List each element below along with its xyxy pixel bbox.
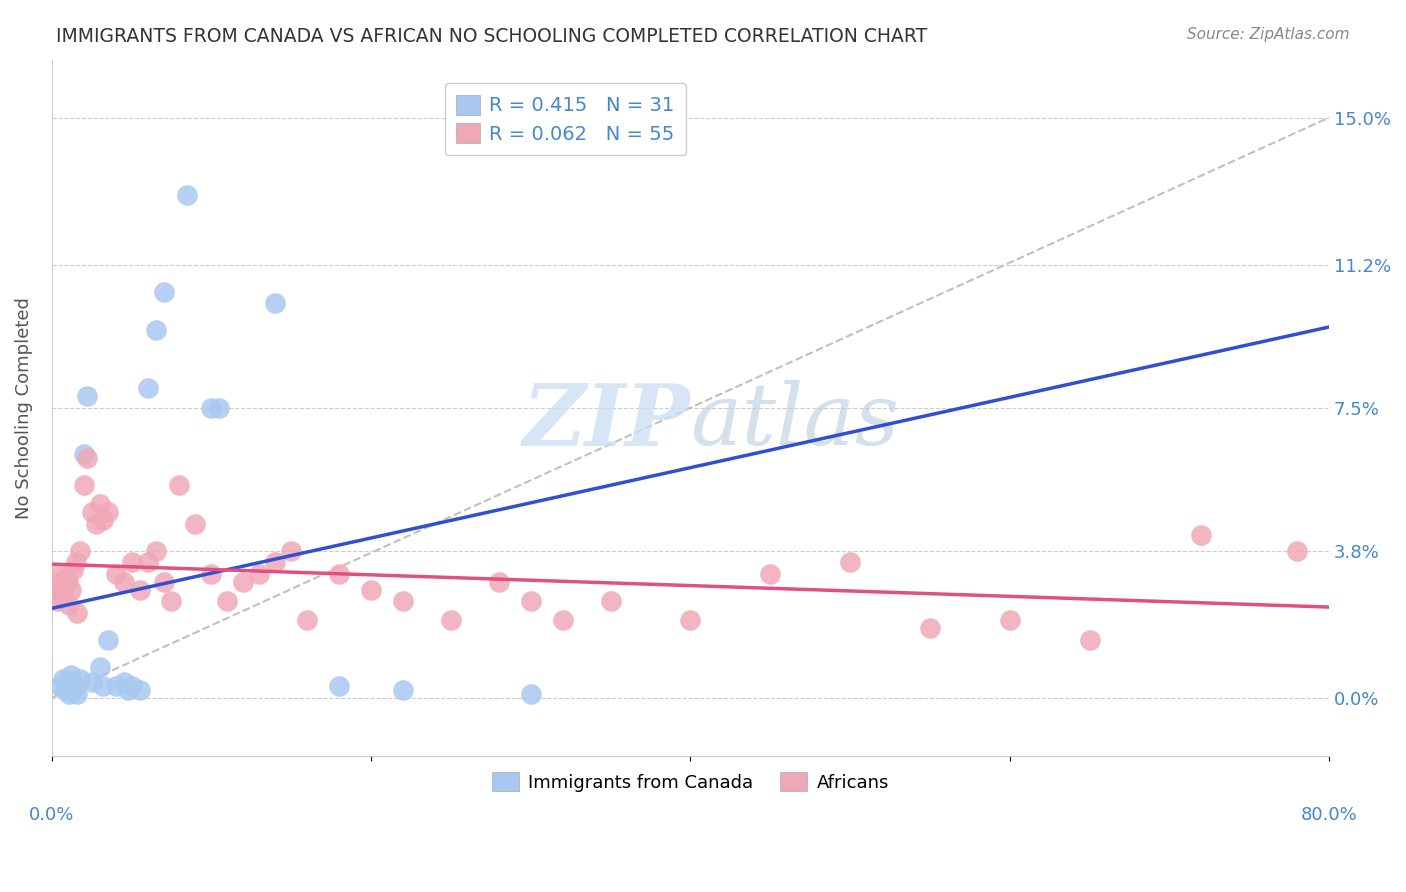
Text: atlas: atlas	[690, 380, 900, 463]
Point	[160, 594, 183, 608]
Point	[62, 683, 84, 698]
Point	[145, 544, 167, 558]
Point	[45, 594, 67, 608]
Point	[392, 594, 415, 608]
Point	[56, 675, 79, 690]
Point	[247, 567, 270, 582]
Point	[200, 401, 222, 415]
Point	[80, 675, 103, 690]
Text: Source: ZipAtlas.com: Source: ZipAtlas.com	[1187, 27, 1350, 42]
Point	[56, 574, 79, 589]
Point	[51, 586, 73, 600]
Point	[66, 606, 89, 620]
Point	[69, 544, 91, 558]
Point	[52, 591, 75, 605]
Point	[53, 579, 76, 593]
Point	[217, 594, 239, 608]
Point	[169, 478, 191, 492]
Point	[264, 296, 287, 310]
Point	[200, 567, 222, 582]
Point	[48, 679, 70, 693]
Point	[58, 687, 80, 701]
Point	[599, 594, 621, 608]
Point	[52, 672, 75, 686]
Point	[76, 450, 98, 465]
Point	[998, 614, 1021, 628]
Point	[89, 498, 111, 512]
Point	[65, 679, 87, 693]
Point	[519, 594, 541, 608]
Point	[69, 672, 91, 686]
Point	[59, 582, 82, 597]
Point	[136, 381, 159, 395]
Point	[58, 598, 80, 612]
Point	[91, 679, 114, 693]
Point	[44, 582, 66, 597]
Point	[59, 667, 82, 681]
Point	[112, 574, 135, 589]
Point	[62, 563, 84, 577]
Point	[328, 567, 350, 582]
Point	[91, 513, 114, 527]
Point	[360, 582, 382, 597]
Point	[80, 505, 103, 519]
Point	[551, 614, 574, 628]
Point	[73, 478, 96, 492]
Point	[136, 556, 159, 570]
Point	[918, 621, 941, 635]
Point	[232, 574, 254, 589]
Legend: Immigrants from Canada, Africans: Immigrants from Canada, Africans	[481, 762, 900, 803]
Point	[76, 389, 98, 403]
Point	[392, 683, 415, 698]
Point	[55, 571, 77, 585]
Point	[73, 447, 96, 461]
Point	[117, 683, 139, 698]
Point	[128, 582, 150, 597]
Point	[65, 556, 87, 570]
Point	[152, 285, 174, 299]
Point	[176, 188, 198, 202]
Y-axis label: No Schooling Completed: No Schooling Completed	[15, 297, 32, 518]
Point	[519, 687, 541, 701]
Point	[53, 683, 76, 698]
Point	[184, 516, 207, 531]
Point	[679, 614, 702, 628]
Point	[145, 323, 167, 337]
Point	[1078, 632, 1101, 647]
Point	[48, 574, 70, 589]
Point	[97, 505, 120, 519]
Point	[488, 574, 510, 589]
Point	[89, 660, 111, 674]
Point	[104, 679, 127, 693]
Point	[328, 679, 350, 693]
Point	[280, 544, 302, 558]
Point	[46, 567, 69, 582]
Point	[264, 556, 287, 570]
Point	[121, 556, 143, 570]
Point	[86, 516, 108, 531]
Point	[128, 683, 150, 698]
Point	[208, 401, 231, 415]
Point	[759, 567, 782, 582]
Point	[97, 632, 120, 647]
Text: ZIP: ZIP	[523, 380, 690, 464]
Point	[104, 567, 127, 582]
Point	[839, 556, 862, 570]
Point	[1286, 544, 1309, 558]
Text: 80.0%: 80.0%	[1301, 806, 1357, 824]
Point	[66, 687, 89, 701]
Point	[295, 614, 318, 628]
Text: 0.0%: 0.0%	[30, 806, 75, 824]
Point	[1189, 528, 1212, 542]
Point	[152, 574, 174, 589]
Text: IMMIGRANTS FROM CANADA VS AFRICAN NO SCHOOLING COMPLETED CORRELATION CHART: IMMIGRANTS FROM CANADA VS AFRICAN NO SCH…	[56, 27, 928, 45]
Point	[112, 675, 135, 690]
Point	[440, 614, 463, 628]
Point	[121, 679, 143, 693]
